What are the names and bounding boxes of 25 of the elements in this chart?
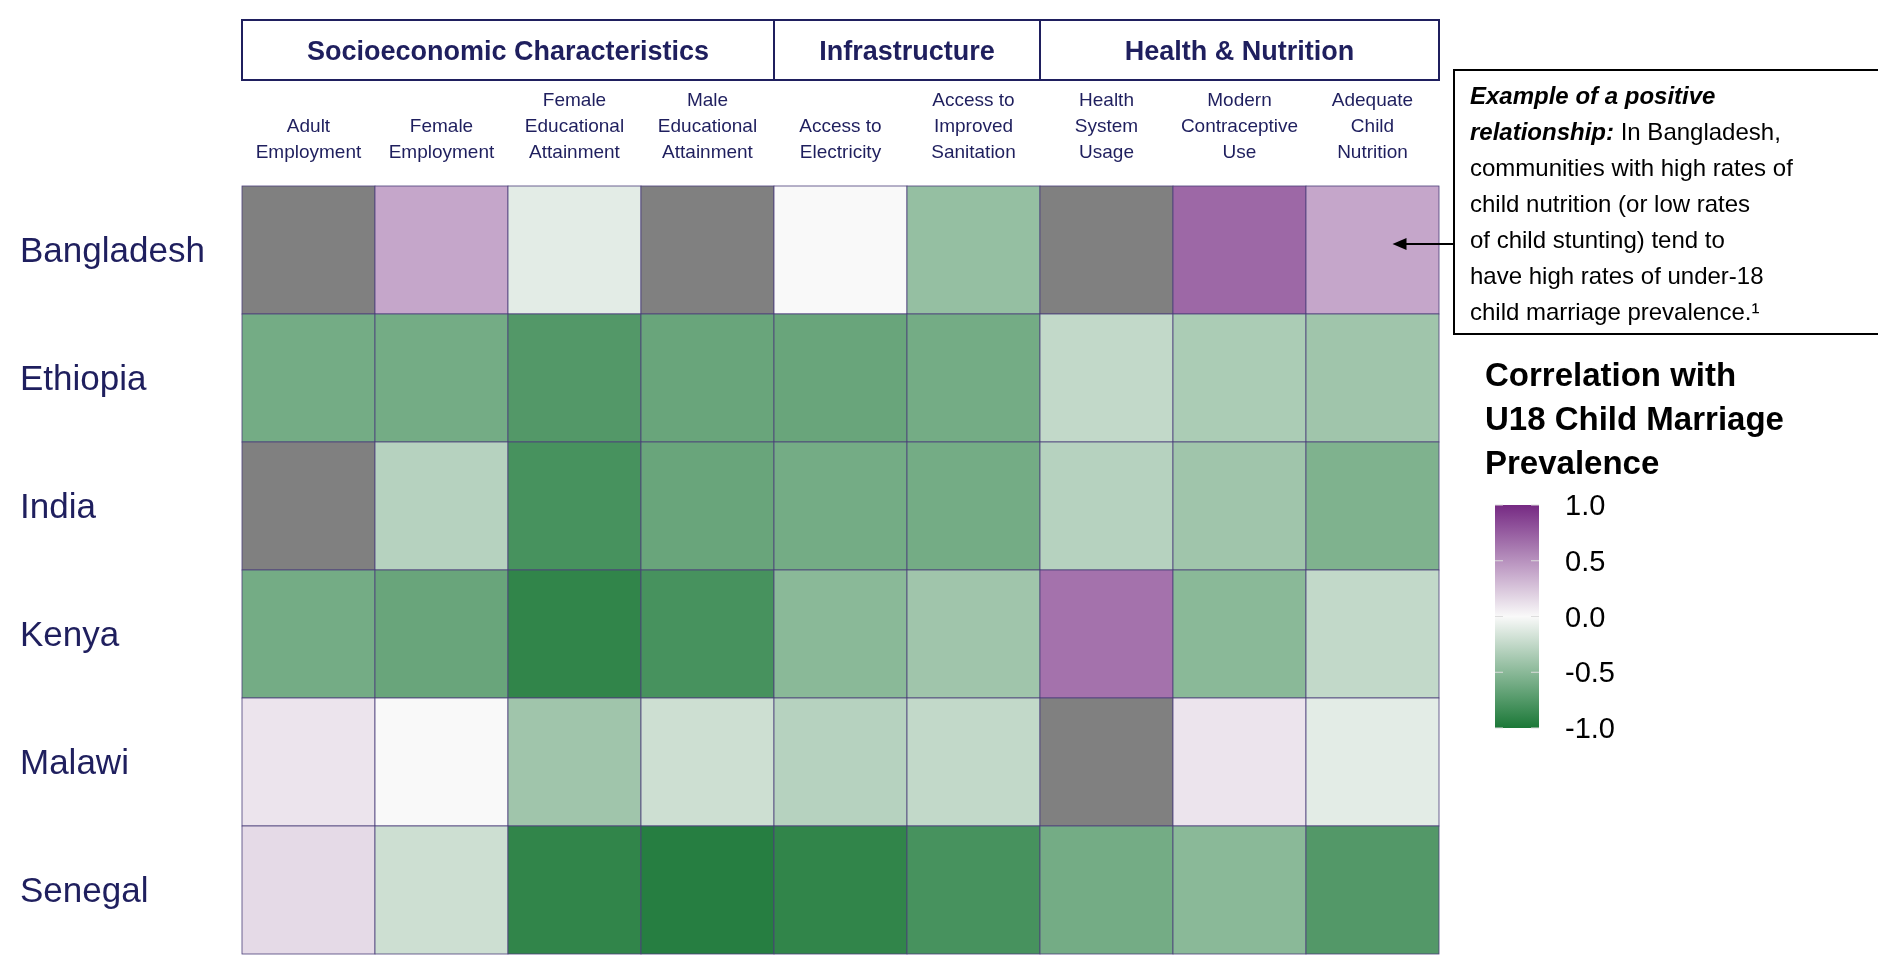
- text: Health & Nutrition: [1124, 36, 1355, 66]
- color-bar-label: 0.0: [1565, 600, 1606, 633]
- text: Example of a positive relationship: In Bangladesh, communities with high rates of child nutrition (or low rates of child stunting) tend to have high rates of under-18 child marriage prevalence.¹: [1470, 82, 1794, 325]
- y-tick-label: India: [20, 486, 97, 525]
- color-bar-label: -0.5: [1565, 656, 1615, 689]
- x-tick-label: Access to Electricity: [799, 115, 882, 162]
- x-tick-label: Female Employment: [388, 115, 496, 162]
- text: Infrastructure: [819, 36, 995, 66]
- x-tick-label: Access to Improved Sanitation: [931, 89, 1016, 162]
- color-bar-label: 1.0: [1565, 489, 1606, 521]
- y-tick-label: Malawi: [20, 742, 129, 781]
- x-tick-label: Male Educational Attainment: [657, 89, 758, 162]
- x-tick-label: Adequate Child Nutrition: [1331, 89, 1414, 162]
- x-tick-label: Female Educational Attainment: [524, 89, 625, 162]
- color-bar-label: -1.0: [1565, 712, 1615, 744]
- y-tick-label: Bangladesh: [20, 230, 205, 269]
- x-tick-label: Health System Usage: [1074, 89, 1139, 162]
- x-tick-label: Adult Employment: [255, 115, 363, 162]
- y-tick-label: Kenya: [20, 614, 120, 653]
- color-bar-title: Correlation with U18 Child Marriage Prevalence: [1485, 356, 1784, 481]
- x-tick-label: Modern Contraceptive Use: [1180, 89, 1299, 162]
- y-tick-label: Ethiopia: [20, 358, 148, 397]
- color-bar-label: 0.5: [1565, 544, 1606, 577]
- y-tick-label: Senegal: [20, 870, 149, 909]
- text: Socioeconomic Characteristics: [306, 36, 710, 66]
